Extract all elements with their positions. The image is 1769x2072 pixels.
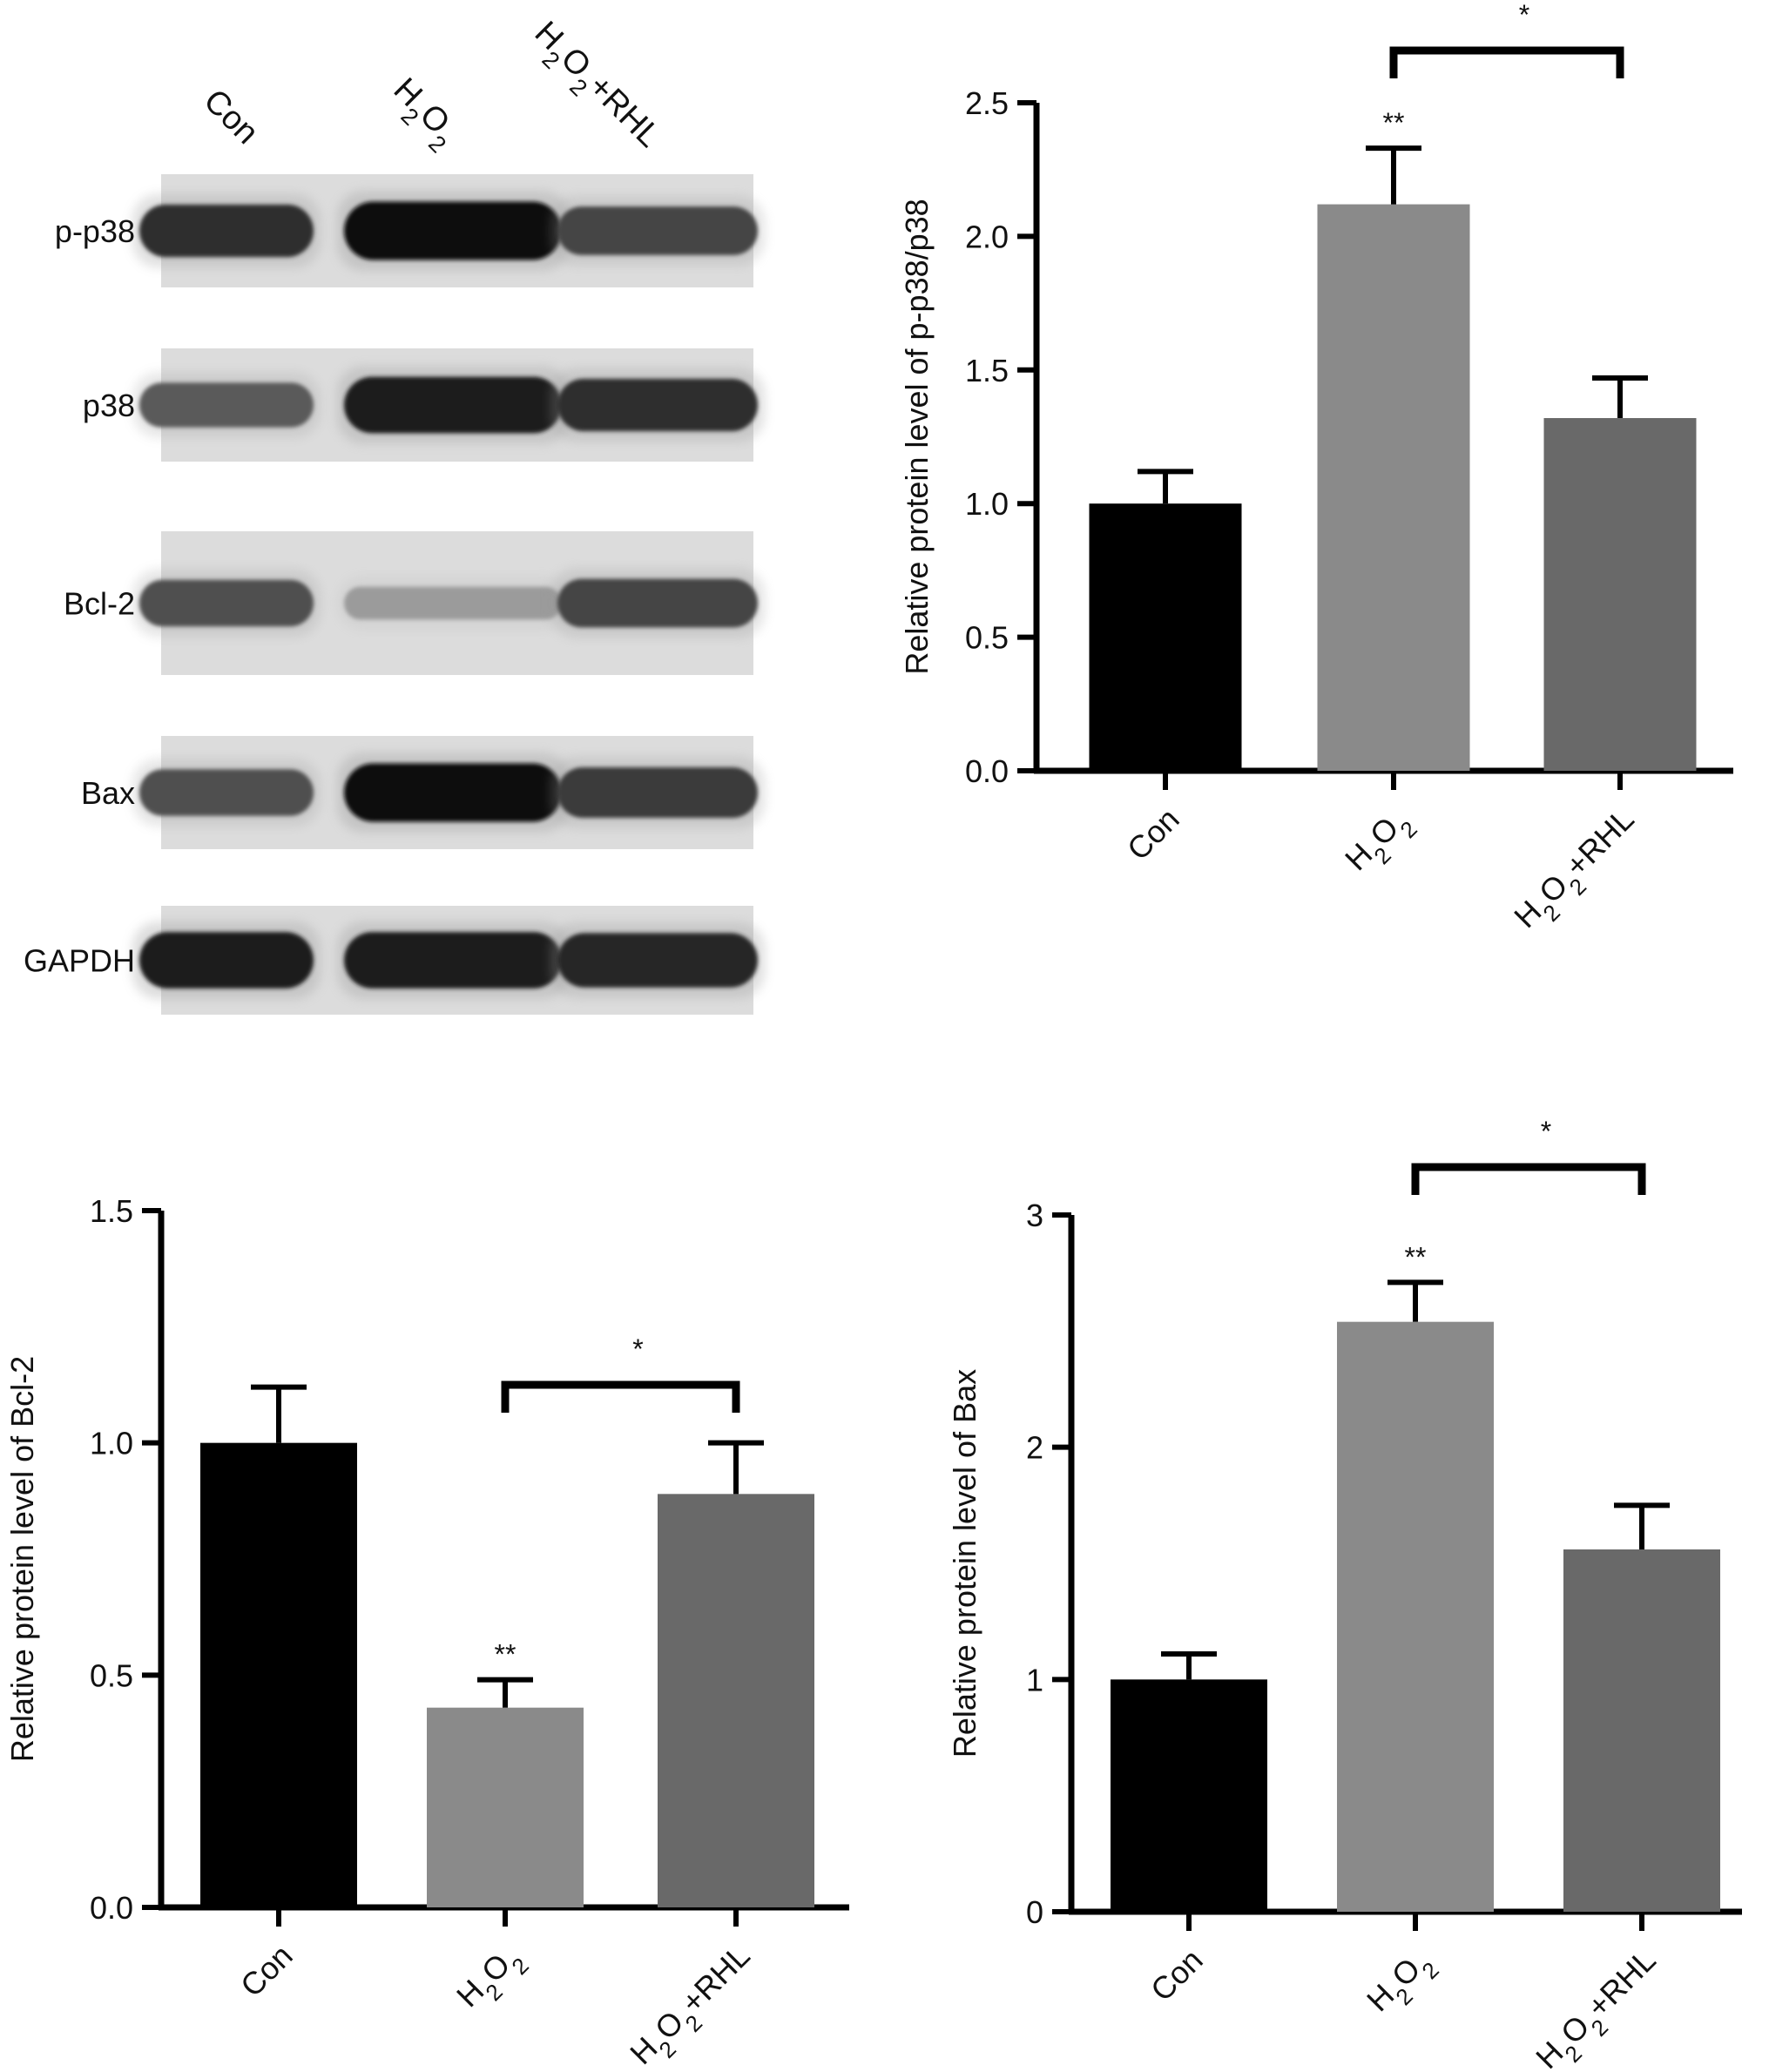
x-tick-label: H2O2+RHL: [1507, 801, 1649, 943]
y-tick-label: 1: [1026, 1662, 1043, 1697]
blot-row-label: Bcl-2: [64, 586, 135, 622]
bracket-significance-mark: *: [632, 1333, 643, 1365]
y-tick-label: 1.5: [965, 353, 1009, 388]
bar: [1543, 418, 1697, 771]
bar: [1089, 503, 1242, 771]
blot-band: [344, 201, 562, 260]
y-axis-label: Relative protein level of p-p38/p38: [899, 199, 935, 674]
bar: [200, 1442, 357, 1907]
x-tick-label: Con: [1144, 1942, 1210, 2008]
bar: [427, 1707, 584, 1907]
y-tick-label: 1.5: [90, 1193, 133, 1229]
blot-band: [344, 376, 562, 434]
bar: [658, 1494, 814, 1907]
x-tick-label: H2O2+RHL: [623, 1938, 765, 2072]
blot-lane-label: Con: [197, 83, 266, 152]
blot-lane-label: H2O2: [379, 71, 466, 159]
chart-p-p38: 0.0 0.5 1.0 1.5 2.0 2.5 Relative protein level…: [899, 0, 1733, 943]
y-tick-label: 2.5: [965, 85, 1009, 121]
y-tick-label: 0: [1026, 1894, 1043, 1930]
blot-band: [557, 933, 758, 988]
blot-band: [139, 932, 314, 989]
blot-band: [344, 586, 562, 620]
significance-mark: **: [1383, 107, 1405, 138]
bar: [1111, 1679, 1267, 1912]
blot-row-label: p38: [83, 388, 135, 423]
significance-mark: **: [1405, 1241, 1427, 1272]
bracket-significance-mark: *: [1519, 0, 1529, 30]
y-tick-label: 1.0: [965, 486, 1009, 522]
x-tick-label: Con: [1120, 801, 1186, 867]
bracket-significance-mark: *: [1541, 1116, 1551, 1147]
y-tick-label: 3: [1026, 1198, 1043, 1233]
blot-row-label: GAPDH: [24, 943, 135, 979]
x-tick-label: H2O2+RHL: [1529, 1942, 1671, 2072]
y-tick-label: 2: [1026, 1430, 1043, 1466]
significance-bracket: [501, 1380, 740, 1413]
blot-band: [139, 769, 314, 816]
blot-band: [139, 204, 314, 258]
blot-band: [344, 932, 562, 989]
bar: [1337, 1321, 1494, 1912]
x-tick-label: H2O2: [1360, 1942, 1444, 2027]
chart-bax: 0 1 2 3 Relative protein level of Bax Con H2O2…: [947, 1116, 1742, 2072]
blot-row-label: p-p38: [55, 213, 135, 249]
y-tick-label: 0.5: [90, 1657, 133, 1693]
blot-band: [344, 763, 562, 822]
blot-band: [139, 579, 314, 627]
y-tick-label: 0.5: [965, 620, 1009, 656]
chart-bcl-2: 0.0 0.5 1.0 1.5 Relative protein level of Bc…: [4, 1193, 849, 2072]
x-tick-label: Con: [233, 1938, 300, 2004]
western-blot-panel: Con H2O2 H2O2+RHL p-p38 p38 Bcl-2 Bax GAPDH: [24, 15, 765, 1015]
blot-band: [557, 378, 758, 432]
significance-bracket: [1389, 46, 1624, 78]
blot-band: [557, 767, 758, 818]
x-tick-label: H2O2: [449, 1938, 534, 2022]
y-axis-label: Relative protein level of Bax: [947, 1369, 982, 1758]
y-tick-label: 2.0: [965, 219, 1009, 254]
y-tick-label: 0.0: [90, 1890, 133, 1926]
y-tick-label: 1.0: [90, 1426, 133, 1461]
bar: [1563, 1549, 1720, 1912]
blot-band: [557, 578, 758, 628]
bar: [1317, 204, 1470, 772]
x-tick-label: H2O2: [1338, 801, 1422, 886]
blot-lane-label: H2O2+RHL: [520, 15, 667, 162]
y-axis-label: Relative protein level of Bcl-2: [4, 1356, 40, 1762]
significance-mark: **: [495, 1639, 517, 1670]
blot-row-label: Bax: [81, 775, 135, 811]
y-tick-label: 0.0: [965, 753, 1009, 789]
significance-bracket: [1411, 1163, 1646, 1195]
blot-band: [139, 382, 314, 428]
blot-band: [557, 206, 758, 255]
